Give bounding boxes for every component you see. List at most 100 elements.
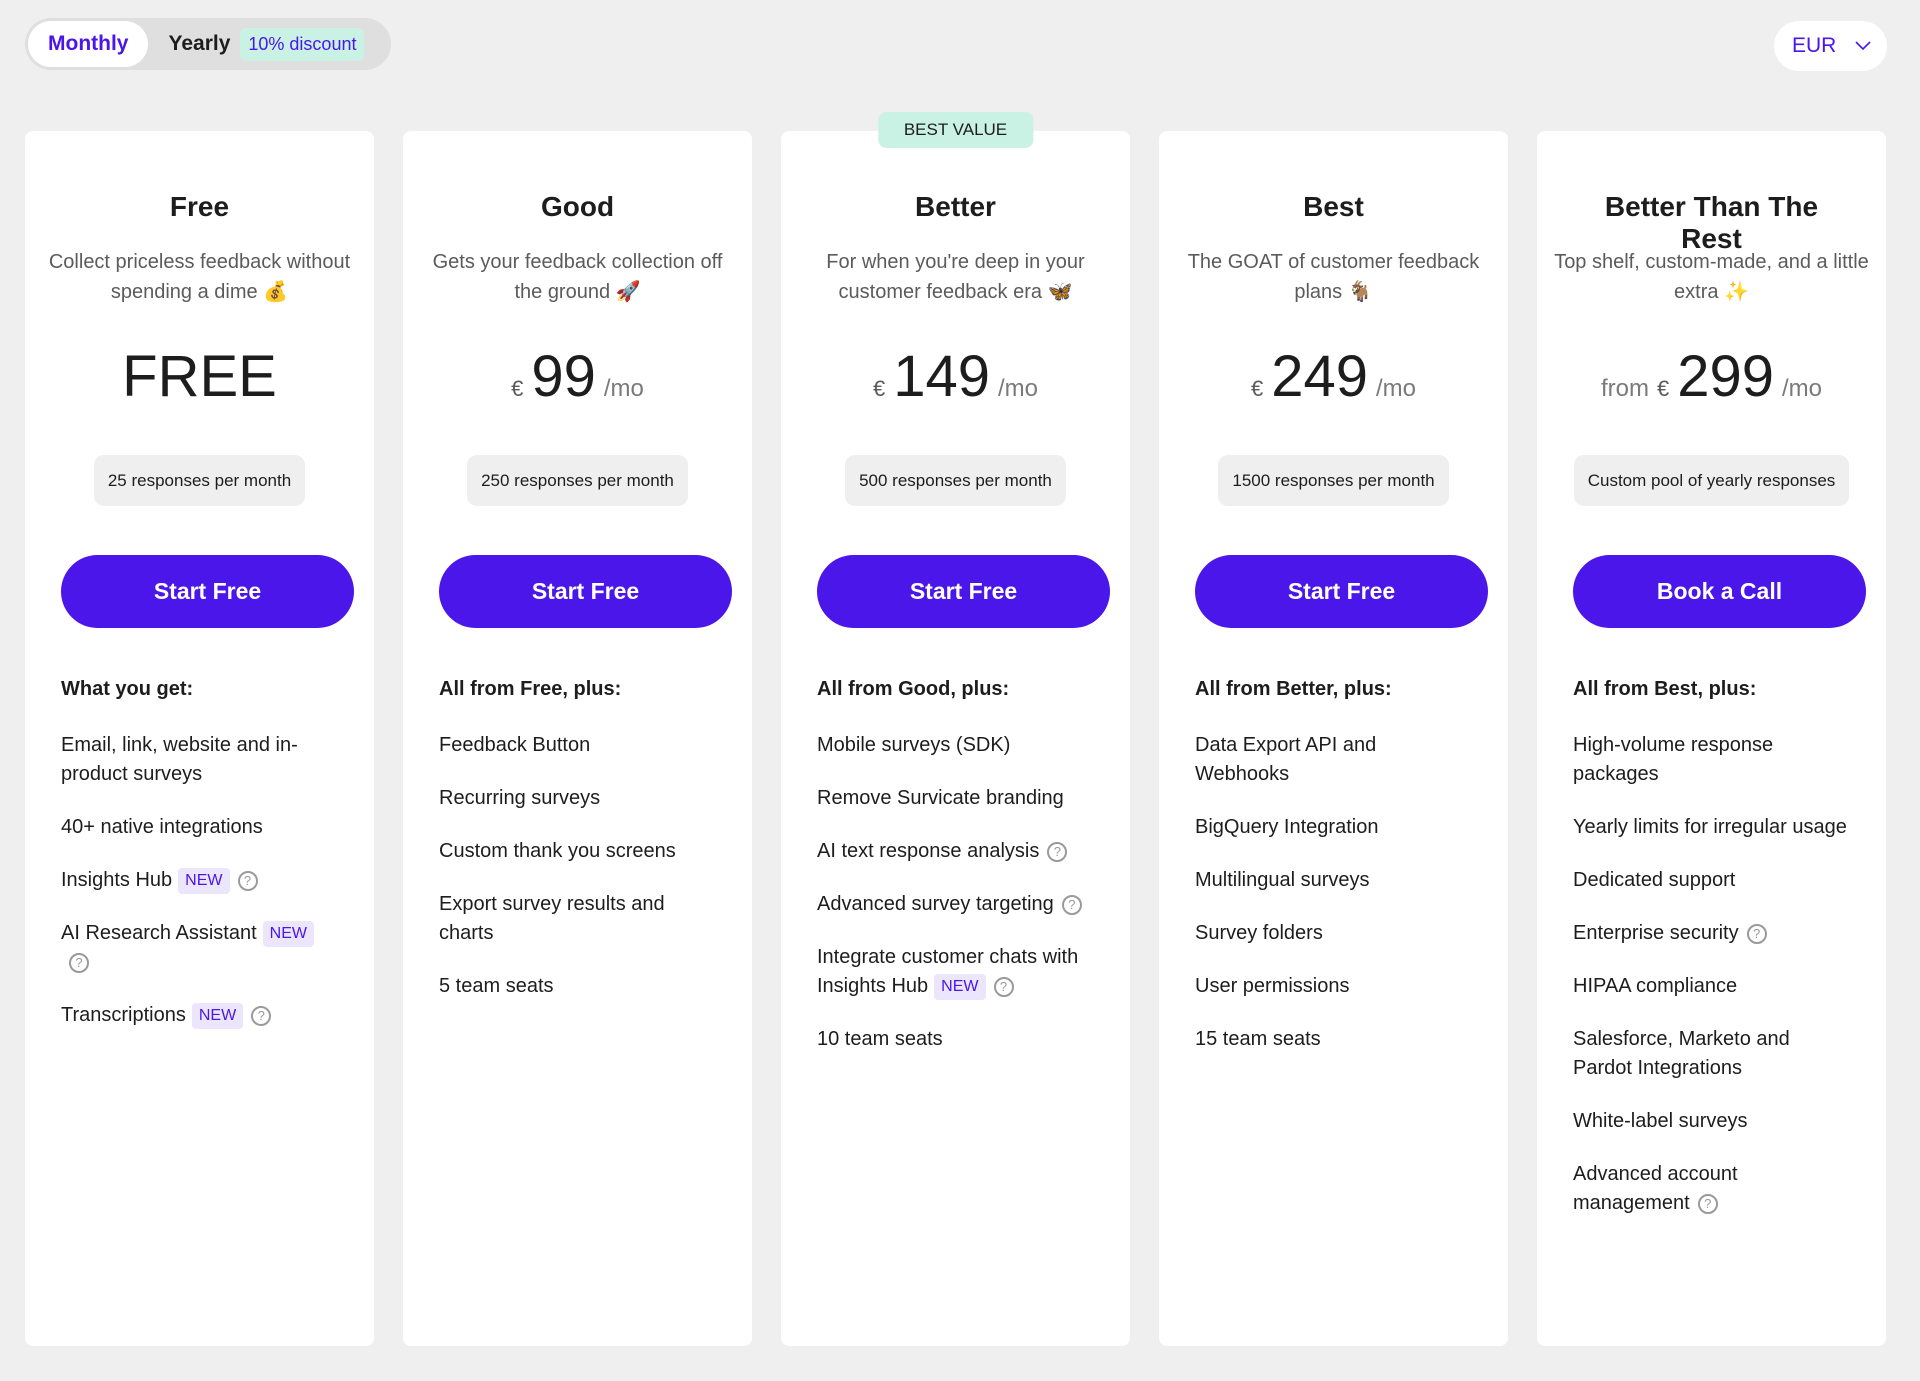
responses-pill: 1500 responses per month [1218,455,1449,506]
plan-price: €99/mo [439,343,716,413]
feature-text: Salesforce, Marketo and Pardot Integrati… [1573,1028,1790,1079]
new-badge: NEW [262,921,314,947]
responses-pill: 250 responses per month [467,455,688,506]
feature-list: Feedback Button Recurring surveys Custom t… [439,731,716,1001]
feature-text: High-volume response packages [1573,734,1774,785]
feature-item: Dedicated support [1573,866,1850,895]
feature-text: BigQuery Integration [1195,816,1379,838]
cta-button[interactable]: Book a Call [1573,555,1866,628]
feature-item: White-label surveys [1573,1107,1850,1136]
plan-card-best: Best The GOAT of customer feedback plans … [1159,131,1508,1346]
yearly-label: Yearly [168,32,231,55]
feature-item: Salesforce, Marketo and Pardot Integrati… [1573,1025,1850,1083]
price-period: /mo [1782,375,1823,402]
help-icon[interactable]: ? [1047,842,1068,862]
plan-title: Better [915,191,996,222]
feature-text: Custom thank you screens [439,840,676,862]
plan-description: Gets your feedback collection off the gr… [432,251,723,303]
plan-title: Good [540,191,615,222]
feature-text: Integrate customer chats with Insights H… [817,946,1079,997]
feature-item: Enterprise security? [1573,919,1850,948]
cta-button[interactable]: Start Free [61,555,354,628]
plan-price: €149/mo [817,343,1094,413]
currency-symbol: € [511,376,524,401]
monthly-option[interactable]: Monthly [28,21,149,67]
new-badge: NEW [178,868,230,894]
feature-text: AI Research Assistant [61,922,257,944]
feature-text: White-label surveys [1573,1110,1748,1132]
currency-select[interactable]: EUR [1774,21,1887,71]
feature-item: Remove Survicate branding [817,784,1094,813]
billing-toggle: Monthly Yearly 10% discount [25,18,391,70]
feature-item: 10 team seats [817,1025,1094,1054]
price-period: /mo [1376,375,1417,402]
feature-item: 15 team seats [1195,1025,1472,1054]
feature-item: Recurring surveys [439,784,716,813]
currency-symbol: € [872,376,886,401]
feature-list: Email, link, website and in-product surv… [61,731,338,1030]
feature-item: Mobile surveys (SDK) [817,731,1094,760]
feature-text: Recurring surveys [439,787,601,809]
feature-item: Feedback Button [439,731,716,760]
feature-text: 10 team seats [817,1028,943,1050]
plan-description: Top shelf, custom-made, and a little ext… [1554,251,1869,303]
feature-item: User permissions [1195,972,1472,1001]
feature-text: Dedicated support [1573,869,1736,891]
price-amount: 99 [531,344,596,409]
discount-badge: 10% discount [240,27,365,61]
feature-text: AI text response analysis [817,840,1040,862]
features-heading: What you get: [61,678,194,700]
responses-pill: 25 responses per month [93,455,306,506]
feature-item: BigQuery Integration [1195,813,1472,842]
feature-text: Advanced survey targeting [817,893,1054,915]
cta-button[interactable]: Start Free [1195,555,1488,628]
price-amount: 299 [1677,344,1774,409]
feature-item: Advanced account management? [1573,1160,1850,1218]
features-heading: All from Better, plus: [1195,678,1392,700]
features-heading: All from Free, plus: [439,678,622,700]
feature-list: High-volume response packages Yearly limi… [1573,731,1850,1218]
plan-title: Free [169,191,230,222]
feature-item: Email, link, website and in-product surv… [61,731,338,789]
feature-list: Data Export API and Webhooks BigQuery Int… [1195,731,1472,1054]
yearly-option[interactable]: Yearly 10% discount [148,21,372,67]
price-amount: 149 [893,344,990,409]
plan-card-better-than-the-rest: Better Than The Rest Top shelf, custom-ma… [1537,131,1886,1346]
cta-button[interactable]: Start Free [817,555,1110,628]
help-icon[interactable]: ? [251,1006,272,1026]
help-icon[interactable]: ? [1697,1194,1718,1214]
currency-symbol: € [1656,376,1670,401]
best-value-badge: BEST VALUE [877,112,1034,148]
plan-description: The GOAT of customer feedback plans 🐐 [1187,251,1480,303]
feature-item: Integrate customer chats with Insights H… [817,943,1094,1001]
feature-item: Custom thank you screens [439,837,716,866]
feature-text: Survey folders [1195,922,1323,944]
currency-symbol: € [1250,376,1264,401]
plan-card-better: BEST VALUE Better For when you're deep in … [781,112,1130,1346]
help-icon[interactable]: ? [993,977,1014,997]
cta-button[interactable]: Start Free [439,555,732,628]
feature-text: Export survey results and charts [439,893,665,944]
feature-item: High-volume response packages [1573,731,1850,789]
feature-item: Survey folders [1195,919,1472,948]
help-icon[interactable]: ? [1061,895,1082,915]
new-badge: NEW [934,974,986,1000]
feature-item: 40+ native integrations [61,813,338,842]
help-icon[interactable]: ? [237,871,258,891]
responses-pill: Custom pool of yearly responses [1573,455,1850,506]
feature-item: AI text response analysis? [817,837,1094,866]
responses-pill: 500 responses per month [845,455,1066,506]
price-prefix: from [1600,375,1649,402]
currency-value: EUR [1792,34,1837,57]
feature-text: Advanced account management [1573,1163,1738,1214]
plan-card-good: Good Gets your feedback collection off th… [403,131,752,1346]
plan-title: Best [1303,191,1364,222]
feature-text: User permissions [1195,975,1350,997]
feature-item: Multilingual surveys [1195,866,1472,895]
help-icon[interactable]: ? [69,953,89,973]
feature-text: Data Export API and Webhooks [1195,734,1377,785]
feature-item: AI Research Assistant NEW? [61,919,338,977]
feature-item: Export survey results and charts [439,890,716,948]
help-icon[interactable]: ? [1746,924,1767,944]
plan-description: For when you're deep in your customer fe… [826,251,1085,303]
